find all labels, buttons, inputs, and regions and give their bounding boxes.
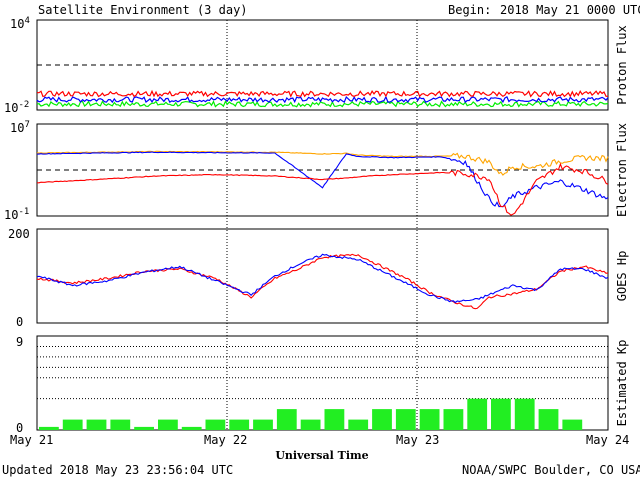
kp-ylabel: Estimated Kp [615, 340, 629, 427]
goes-panel-frame [36, 228, 609, 324]
goes-series-blue [36, 253, 609, 304]
goes-ytop: 200 [8, 227, 30, 241]
begin-value: 2018 May 21 0000 UTC [500, 3, 640, 17]
kp-bar [181, 426, 202, 430]
kp-ytop: 9 [16, 335, 23, 349]
proton-ylabel: Proton Flux [615, 25, 629, 104]
kp-bar [419, 409, 440, 430]
kp-bar [134, 426, 154, 430]
kp-bar [348, 419, 369, 430]
proton-ybot: 10-2 [4, 100, 29, 115]
x-tick: May 24 [586, 433, 629, 447]
kp-bar [86, 419, 107, 430]
kp-ybot: 0 [16, 421, 23, 435]
proton-series-green [36, 100, 609, 108]
kp-bar [395, 409, 416, 430]
x-tick: May 23 [396, 433, 439, 447]
electron-ybot: 10-1 [4, 207, 29, 222]
day-dividers [226, 20, 418, 430]
plot-layer [36, 64, 609, 430]
electron-series-orange [36, 150, 609, 176]
electron-ytop: 107 [10, 120, 30, 135]
credit-text: NOAA/SWPC Boulder, CO USA [462, 463, 640, 477]
electron-ylabel: Electron Flux [615, 123, 629, 217]
kp-bar [491, 398, 511, 430]
kp-bar [372, 409, 392, 430]
kp-bar [253, 419, 273, 430]
x-axis-label: Universal Time [275, 449, 368, 462]
begin-label: Begin: [448, 3, 491, 17]
kp-bar [62, 419, 83, 430]
kp-bar [229, 419, 250, 430]
kp-bar [300, 419, 321, 430]
chart-title: Satellite Environment (3 day) [38, 3, 248, 17]
kp-bar [158, 419, 178, 430]
electron-series-red [37, 162, 609, 216]
kp-bar [110, 419, 131, 430]
kp-bar [538, 409, 559, 430]
kp-panel-frame [36, 335, 609, 431]
kp-bar [39, 426, 59, 430]
kp-bar [443, 409, 464, 430]
proton-series-red [36, 89, 608, 98]
kp-bar [514, 398, 535, 430]
proton-series-blue [36, 95, 609, 104]
x-tick: May 22 [204, 433, 247, 447]
kp-bar [467, 398, 488, 430]
kp-bar [324, 409, 345, 430]
updated-timestamp: Updated 2018 May 23 23:56:04 UTC [2, 463, 233, 477]
kp-bar [276, 409, 297, 430]
electron-series-blue [37, 151, 609, 208]
goes-ylabel: GOES Hp [615, 251, 629, 302]
x-tick: May 21 [10, 433, 53, 447]
goes-series-red [36, 253, 609, 310]
kp-bar [562, 419, 583, 430]
goes-ybot: 0 [16, 315, 23, 329]
proton-ytop: 104 [10, 16, 30, 31]
kp-bar [205, 419, 226, 430]
